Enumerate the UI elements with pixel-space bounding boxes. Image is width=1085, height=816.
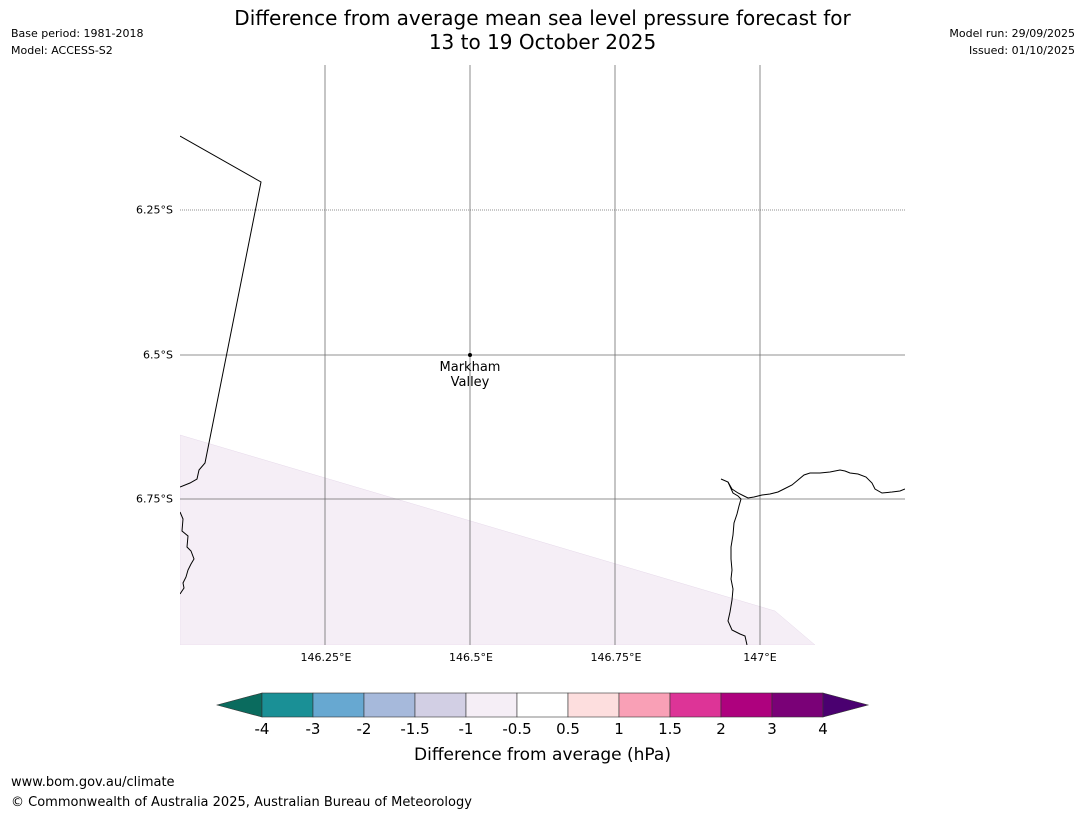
title-line-1: Difference from average mean sea level p… [234,6,851,30]
colorbar-tick-label: 4 [818,720,828,738]
footer-url: www.bom.gov.au/climate [11,775,175,790]
lon-label-146-25: 146.25°E [300,651,352,664]
colorbar [215,692,870,720]
footer-copyright: © Commonwealth of Australia 2025, Austra… [11,795,472,810]
coastlines [180,135,905,645]
gridlines [180,65,905,645]
colorbar-bin [567,692,620,718]
map-panel [180,65,905,645]
lat-label-6-25: 6.25°S [136,203,173,217]
lon-label-146-75: 146.75°E [590,651,642,664]
place-label-line-1: Markham [439,360,501,375]
colorbar-tick-label: -3 [305,720,321,738]
colorbar-canvas [215,692,870,718]
coastline-east [720,469,905,499]
place-label-line-2: Valley [450,375,490,390]
lat-label-6-5: 6.5°S [143,348,173,362]
title-line-2: 13 to 19 October 2025 [428,30,657,54]
colorbar-tick-label: -4 [254,720,270,738]
colorbar-bins [261,692,824,718]
place-label-markham-valley: Markham Valley [440,360,501,390]
colorbar-tick-label: -1.5 [400,720,430,738]
colorbar-bin [261,692,314,718]
colorbar-bin [669,692,722,718]
issued-date: Issued: 01/10/2025 [968,44,1075,57]
metadata-right: Model run: 29/09/2025 Issued: 01/10/2025 [949,25,1075,59]
colorbar-bin [363,692,416,718]
colorbar-tick-label: -2 [356,720,372,738]
colorbar-bin [414,692,467,718]
colorbar-bin [720,692,773,718]
colorbar-bin [771,692,824,718]
model-run: Model run: 29/09/2025 [949,27,1075,40]
coastline-inlet [727,481,748,645]
base-period: Base period: 1981-2018 [11,27,144,40]
colorbar-tick-label: 3 [767,720,777,738]
colorbar-under-arrow [215,692,263,718]
colorbar-bin [465,692,518,718]
map-canvas [180,65,905,645]
shaded-region [180,434,816,645]
coastline-west [180,511,195,595]
colorbar-bin [516,692,569,718]
colorbar-tick-label: 1 [614,720,624,738]
colorbar-bin [312,692,365,718]
metadata-left: Base period: 1981-2018 Model: ACCESS-S2 [11,25,143,59]
colorbar-tick-label: 2 [716,720,726,738]
colorbar-tick-label: -1 [458,720,474,738]
lat-label-6-75: 6.75°S [136,492,173,506]
colorbar-bin [618,692,671,718]
model-name: Model: ACCESS-S2 [11,44,113,57]
lon-label-147: 147°E [743,651,777,664]
border-line [180,135,262,488]
colorbar-title: Difference from average (hPa) [414,745,671,765]
colorbar-over-arrow [822,692,870,718]
lon-label-146-5: 146.5°E [449,651,493,664]
colorbar-tick-label: -0.5 [502,720,532,738]
colorbar-tick-label: 0.5 [556,720,580,738]
colorbar-tick-label: 1.5 [658,720,682,738]
place-marker [468,353,472,357]
map-title: Difference from average mean sea level p… [0,6,1085,54]
